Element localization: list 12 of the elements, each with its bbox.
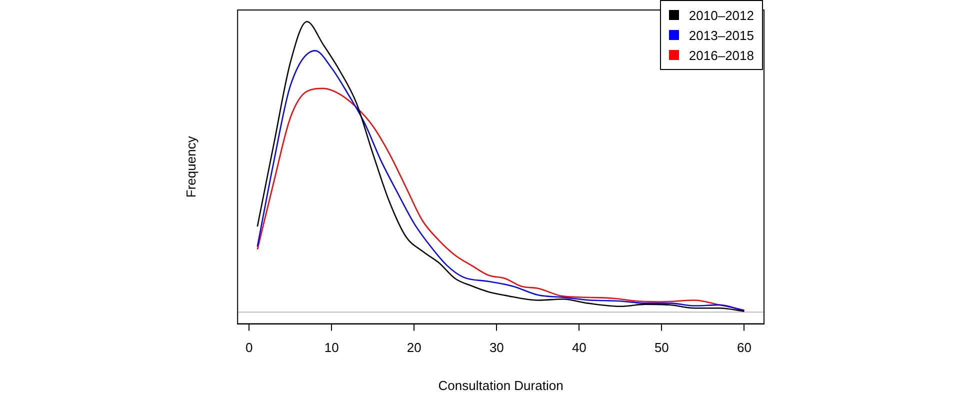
x-tick-label: 30 (489, 340, 504, 356)
x-tick-label: 10 (324, 340, 339, 356)
x-tick-label: 60 (736, 340, 752, 356)
x-tick-label: 40 (572, 340, 586, 356)
legend-label: 2010–2012 (688, 8, 754, 22)
legend-label: 2016–2018 (688, 48, 754, 62)
x-axis-title: Consultation Duration (438, 378, 564, 393)
y-axis-title: Frequency (183, 136, 198, 198)
x-tick-label: 50 (654, 340, 669, 356)
legend-label: 2013–2015 (688, 28, 754, 42)
x-tick-label: 0 (246, 340, 253, 356)
x-tick-label: 20 (406, 340, 422, 356)
